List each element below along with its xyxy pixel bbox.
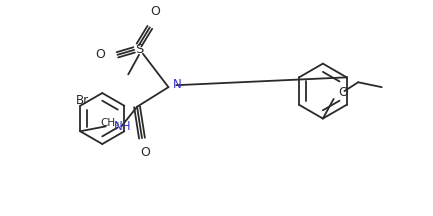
Text: N: N xyxy=(173,78,182,91)
Text: CH₃: CH₃ xyxy=(100,118,120,129)
Text: O: O xyxy=(95,48,105,61)
Text: O: O xyxy=(339,86,349,98)
Text: NH: NH xyxy=(113,120,131,133)
Text: Br: Br xyxy=(75,94,89,107)
Text: S: S xyxy=(135,43,143,56)
Text: O: O xyxy=(150,5,160,17)
Text: O: O xyxy=(140,146,150,159)
